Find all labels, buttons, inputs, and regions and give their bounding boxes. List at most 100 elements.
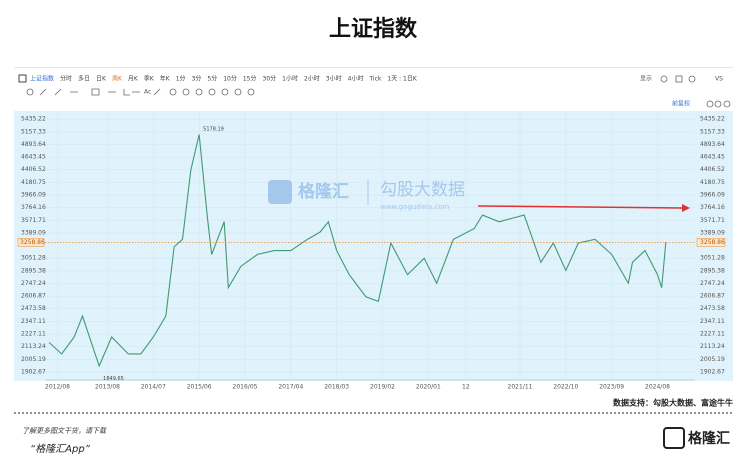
y-tick-label-right: 3764.16 xyxy=(700,204,725,211)
x-tick-label: 2018/03 xyxy=(324,384,349,391)
toolbar-item[interactable]: 1天 : 1日K xyxy=(387,76,417,83)
x-tick-label: 2023/09 xyxy=(599,384,624,391)
data-source: 数据支持：勾股大数据、富途牛牛 xyxy=(613,398,733,408)
footer-logo: 格隆汇 xyxy=(688,430,730,447)
y-tick-label-right: 2895.38 xyxy=(700,267,725,274)
y-tick-label-right: 5157.33 xyxy=(700,128,725,135)
watermark-name: 勾股大数据 xyxy=(380,180,465,200)
y-tick-label: 2113.24 xyxy=(21,343,46,350)
watermark-brand: 格隆汇 xyxy=(298,181,349,202)
toolbar-item[interactable]: 周K xyxy=(112,76,123,83)
toolbar-icons xyxy=(26,75,731,108)
toolbar xyxy=(14,68,733,111)
x-tick-label: 2024/08 xyxy=(645,384,670,391)
y-tick-label-right: 2473.58 xyxy=(700,305,725,312)
toolbar-item[interactable]: 3分 xyxy=(192,75,202,83)
toolbar-item[interactable]: 10分 xyxy=(223,75,237,83)
y-tick-label: 5435.22 xyxy=(21,116,46,123)
toolbar-item[interactable]: 分时 xyxy=(60,75,72,83)
y-tick-label: 2227.11 xyxy=(21,331,46,338)
y-tick-label: 4180.75 xyxy=(21,179,46,186)
y-tick-label-right: 4643.45 xyxy=(700,154,725,161)
toolbar-item[interactable]: 30分 xyxy=(263,75,277,83)
x-tick-label: 2020/01 xyxy=(416,384,441,391)
y-tick-label: 4893.64 xyxy=(21,141,46,148)
y-tick-label-right: 2113.24 xyxy=(700,343,725,350)
watermark: 格隆汇 勾股大数据 www.gogudata.com xyxy=(268,180,465,211)
y-tick-label: 2606.87 xyxy=(21,293,46,300)
y-tick-label: 2347.11 xyxy=(21,318,46,325)
y-tick-label: 4643.45 xyxy=(21,154,46,161)
layout-icon[interactable] xyxy=(18,74,27,83)
y-tick-label: 2005.19 xyxy=(21,356,46,363)
footer-app: “格隆汇App” xyxy=(30,443,91,455)
price-line xyxy=(48,134,667,368)
x-tick-label: 2015/06 xyxy=(187,384,212,391)
current-price-label: 3258.86 xyxy=(20,239,45,246)
watermark-url: www.gogudata.com xyxy=(380,203,449,211)
footer-prompt: 了解更多图文干货，请下载 xyxy=(22,427,107,435)
plot: 5435.22 5435.22 5157.33 5157.33 4893.64 4893.… xyxy=(17,112,726,391)
x-tick-label: 2013/08 xyxy=(95,384,120,391)
y-tick-label: 5157.33 xyxy=(21,128,46,135)
adjust-button[interactable]: 前复权 xyxy=(672,100,690,108)
toolbar-item[interactable]: 3小时 xyxy=(326,75,342,83)
y-tick-label-right: 3571.71 xyxy=(700,217,725,224)
y-tick-label-right: 1902.67 xyxy=(700,368,725,375)
page-title: 上证指数 xyxy=(329,16,418,42)
annotation: 5178.19 xyxy=(203,126,224,132)
y-tick-label-right: 4180.75 xyxy=(700,179,725,186)
y-tick-label-right: 3389.09 xyxy=(700,229,725,236)
y-tick-label: 1902.67 xyxy=(21,368,46,375)
x-tick-label: 2021/11 xyxy=(508,384,533,391)
y-tick-label: 2895.38 xyxy=(21,267,46,274)
x-tick-label: 2014/07 xyxy=(141,384,166,391)
annotation: 1849.65 xyxy=(103,376,124,382)
current-price-label-right: 3258.86 xyxy=(700,239,725,246)
y-tick-label: 3571.71 xyxy=(21,217,46,224)
current-price-box-right xyxy=(696,238,726,247)
y-tick-label: 3764.16 xyxy=(21,204,46,211)
y-tick-label-right: 2005.19 xyxy=(700,356,725,363)
x-tick-label: 12 xyxy=(462,384,470,391)
x-tick-label: 2017/04 xyxy=(278,384,303,391)
toolbar-item[interactable]: 5分 xyxy=(207,75,217,83)
y-tick-label: 2473.58 xyxy=(21,305,46,312)
toolbar-item[interactable]: 季K xyxy=(144,75,155,83)
toolbar-item[interactable]: 月K xyxy=(128,76,139,83)
toolbar-item[interactable]: 年K xyxy=(160,75,171,83)
y-tick-label-right: 4893.64 xyxy=(700,141,725,148)
vs-button[interactable]: VS xyxy=(715,76,723,83)
toolbar-item[interactable]: 15分 xyxy=(243,75,257,83)
y-tick-label-right: 3966.09 xyxy=(700,192,725,199)
y-tick-label-right: 2606.87 xyxy=(700,293,725,300)
y-tick-label: 3389.09 xyxy=(21,229,46,236)
x-tick-label: 2012/08 xyxy=(45,384,70,391)
current-price-box xyxy=(17,238,45,247)
y-tick-label-right: 3051.28 xyxy=(700,255,725,262)
toolbar-item[interactable]: 4小时 xyxy=(348,75,364,83)
y-tick-label-right: 2227.11 xyxy=(700,331,725,338)
toolbar-item[interactable]: Tick xyxy=(368,76,381,83)
y-tick-label-right: 5435.22 xyxy=(700,116,725,123)
y-tick-label: 3966.09 xyxy=(21,192,46,199)
y-tick-label-right: 4406.52 xyxy=(700,166,725,173)
y-tick-label: 2747.24 xyxy=(21,280,46,287)
y-tick-label: 4406.52 xyxy=(21,166,46,173)
x-tick-label: 2022/10 xyxy=(553,384,578,391)
x-tick-label: 2016/05 xyxy=(233,384,258,391)
watermark-logo xyxy=(268,180,292,204)
toolbar-item[interactable]: 多日 xyxy=(78,75,90,83)
footer-logo-icon xyxy=(663,427,685,449)
display-button[interactable]: 显示 xyxy=(640,76,652,83)
y-tick-label-right: 2347.11 xyxy=(700,318,725,325)
text-tool[interactable]: Ac xyxy=(144,89,151,96)
toolbar-item[interactable]: 1小时 xyxy=(282,75,298,83)
toolbar-item[interactable]: 日K xyxy=(96,76,107,83)
y-tick-label-right: 2747.24 xyxy=(700,280,725,287)
toolbar-item[interactable]: 2小时 xyxy=(304,75,320,83)
toolbar-item[interactable]: 上证指数 xyxy=(30,75,54,83)
toolbar-item[interactable]: 1分 xyxy=(176,75,186,83)
x-tick-label: 2019/02 xyxy=(370,384,395,391)
